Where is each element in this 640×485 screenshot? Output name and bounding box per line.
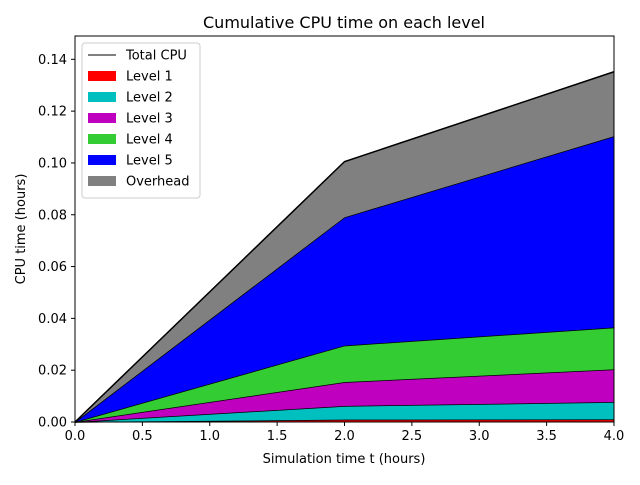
legend-label-level-4: Level 4 [126,133,173,148]
y-tick-label: 0.10 [38,156,67,171]
y-tick-label: 0.08 [38,208,67,223]
y-tick-label: 0.02 [38,364,67,379]
area-overhead [75,71,614,422]
legend: Total CPU Level 1 Level 2 Level 3 Level 4 Lev… [81,42,201,199]
legend-swatch-overhead [88,176,116,186]
legend-label-level-5: Level 5 [126,154,173,169]
legend-label-level-1: Level 1 [126,70,173,85]
x-tick-label: 1.0 [199,429,220,444]
areas-layer [74,71,615,423]
y-tick-label: 0.04 [38,312,67,327]
area-level-2 [75,402,614,422]
axes-layer: 0.0 0.5 1.0 1.5 2.0 2.5 3.0 3.5 4.0 0.00 0.02 0.04 0… [38,35,625,444]
x-tick-label: 0.5 [132,429,153,444]
x-tick-label: 2.5 [402,429,423,444]
y-axis-label: CPU time (hours) [14,174,29,285]
legend-swatch-level-3 [88,113,116,123]
x-tick-label: 0.0 [65,429,86,444]
y-tick-label: 0.00 [38,416,67,431]
y-tick-label: 0.14 [38,53,67,68]
total-cpu-line [74,71,615,423]
legend-label-total-cpu: Total CPU [125,49,187,64]
x-tick-label: 1.5 [267,429,288,444]
y-tick-label: 0.06 [38,260,67,275]
legend-swatch-level-2 [88,92,116,102]
area-level-4 [75,327,614,422]
legend-label-overhead: Overhead [126,175,190,190]
legend-label-level-2: Level 2 [126,91,173,106]
legend-label-level-3: Level 3 [126,112,173,127]
legend-swatch-level-5 [88,155,116,165]
y-tick-label: 0.12 [38,105,67,120]
chart-title: Cumulative CPU time on each level [203,13,485,32]
x-tick-label: 3.0 [469,429,490,444]
x-axis-label: Simulation time t (hours) [263,452,426,467]
x-tick-label: 3.5 [536,429,557,444]
area-level-3 [75,369,614,422]
area-level-5 [75,136,614,422]
legend-swatch-level-1 [88,71,116,81]
x-tick-label: 2.0 [334,429,355,444]
x-tick-label: 4.0 [604,429,625,444]
legend-swatch-level-4 [88,134,116,144]
